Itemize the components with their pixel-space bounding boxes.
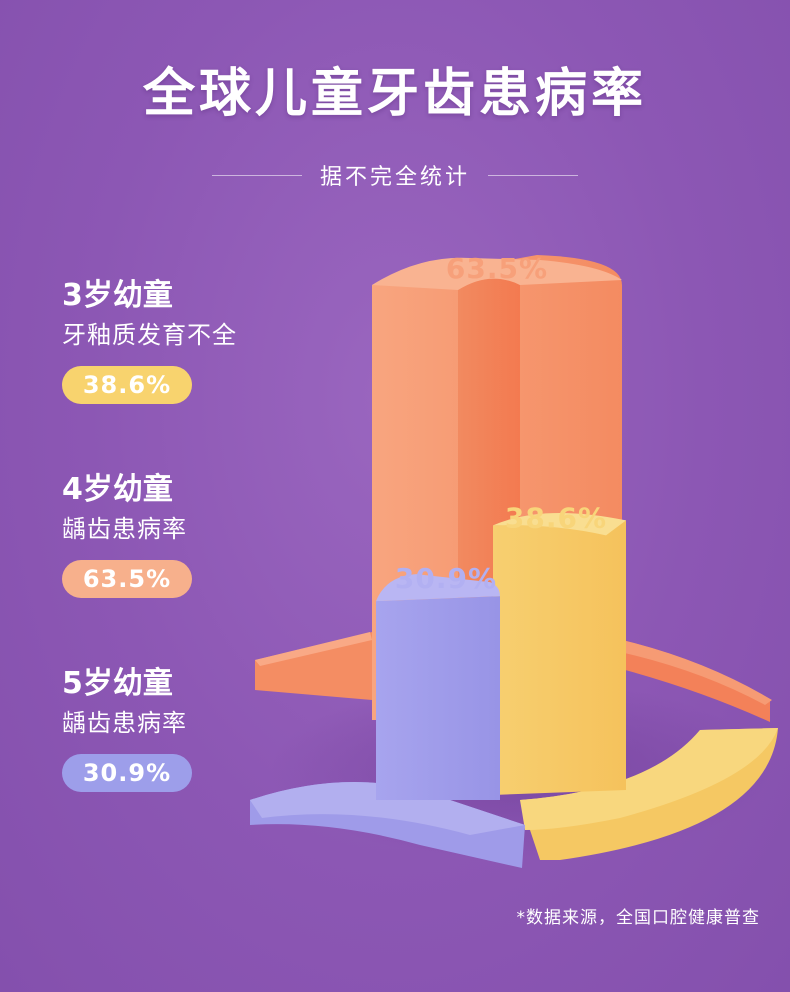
- ring-segment-yellow-top: [520, 728, 778, 830]
- group-age-label: 3岁幼童: [62, 278, 173, 313]
- bar-age-4-data-label: 63.5%: [446, 252, 548, 285]
- bar-age-4-top: [372, 257, 622, 290]
- bar-age-5-data-label: 30.9%: [395, 562, 497, 595]
- page-title: 全球儿童牙齿患病率: [142, 64, 647, 124]
- bar-age-3-top: [493, 512, 626, 536]
- group-desc: 龋齿患病率: [62, 515, 187, 543]
- subtitle-left-rule: [211, 174, 302, 176]
- bar-age-5-front: [376, 596, 500, 800]
- bar-age-3-front: [493, 520, 626, 795]
- group-age-label: 5岁幼童: [62, 666, 173, 701]
- ring-segment-orange-right-top: [620, 640, 772, 705]
- bar-age-5: 30.9%: [376, 562, 500, 800]
- value-badge: 63.5%: [62, 560, 192, 598]
- bar-age-3: 38.6%: [493, 501, 626, 795]
- group-age-label: 4岁幼童: [62, 472, 173, 507]
- bar-age-5-top: [376, 574, 500, 602]
- ring-segment-purple-top: [250, 782, 525, 835]
- group-age-3: 3岁幼童 牙釉质发育不全 38.6%: [62, 276, 302, 404]
- subtitle-right-rule: [488, 174, 578, 176]
- group-age-4: 4岁幼童 龋齿患病率 63.5%: [62, 470, 302, 598]
- subtitle: 据不完全统计: [319, 165, 470, 190]
- group-desc: 牙釉质发育不全: [62, 321, 237, 349]
- group-age-5: 5岁幼童 龋齿患病率 30.9%: [62, 664, 302, 792]
- ring-segment-orange-left: [255, 632, 372, 700]
- source-note: *数据来源，全国口腔健康普查: [516, 908, 760, 928]
- value-badge: 30.9%: [62, 754, 192, 792]
- ring-segment-orange-left-top: [255, 632, 372, 666]
- value-badge: 38.6%: [62, 366, 192, 404]
- group-desc: 龋齿患病率: [62, 709, 187, 737]
- bar-age-3-data-label: 38.6%: [505, 501, 607, 534]
- subtitle-row: 据不完全统计: [0, 160, 790, 190]
